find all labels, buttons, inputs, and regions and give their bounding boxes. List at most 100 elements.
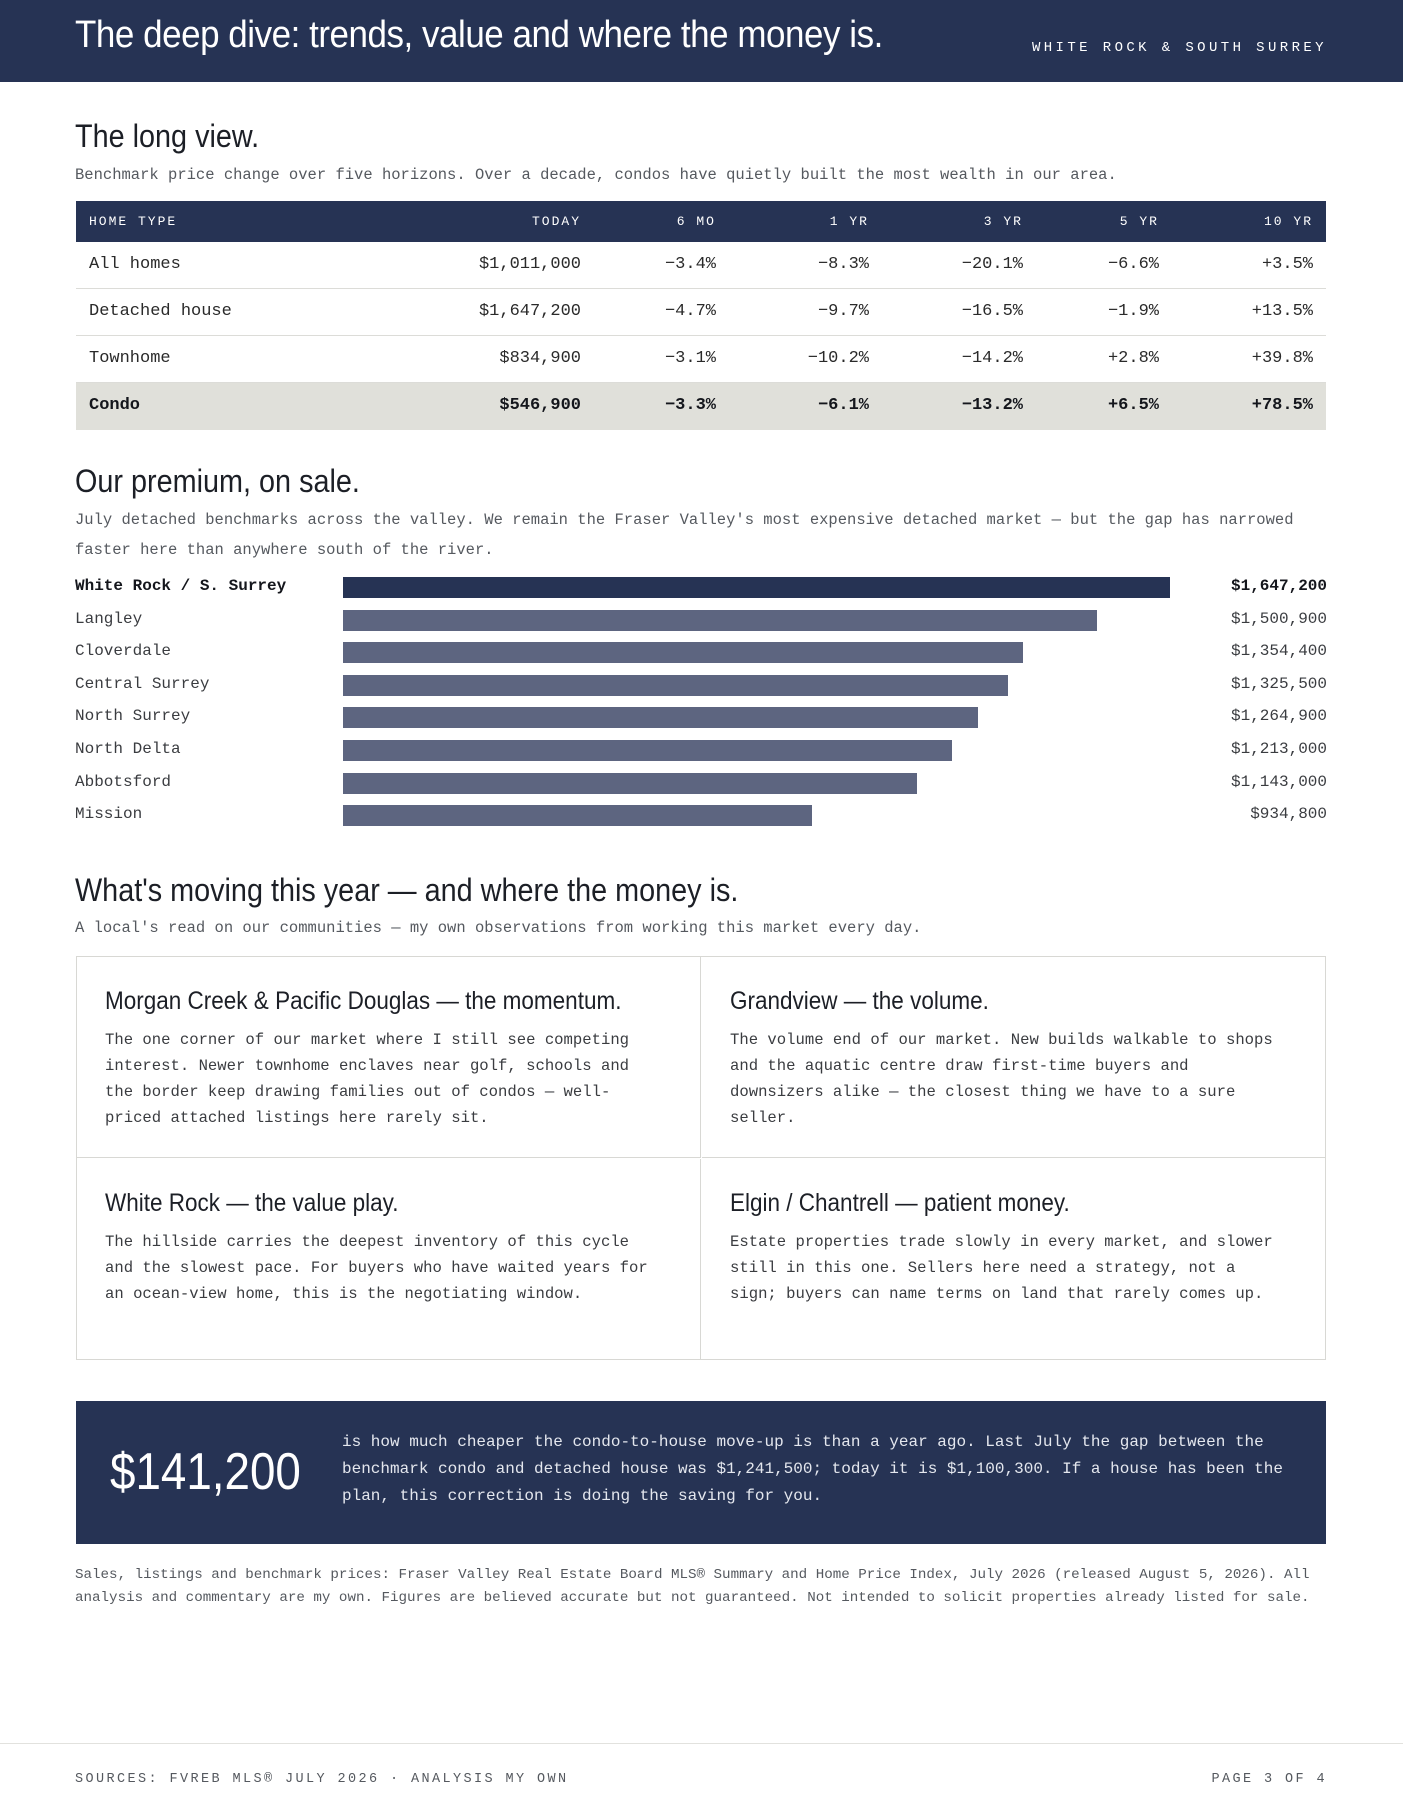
table-header: HOME TYPE TODAY 6 MO 1 YR 3 YR 5 YR 10 Y…: [76, 201, 1326, 242]
bar-value-label: $934,800: [1250, 805, 1327, 824]
bar: [343, 674, 1009, 696]
moving-heading: What's moving this year — and where the …: [75, 872, 739, 908]
bar: [343, 642, 1023, 664]
table-row: Detached house $1,647,200 −4.7% −9.7% −1…: [76, 289, 1326, 336]
table-row: All homes $1,011,000 −3.4% −8.3% −20.1% …: [76, 242, 1326, 289]
bar: [343, 609, 1097, 631]
bar-value-label: $1,143,000: [1230, 772, 1327, 791]
table-cell: $1,011,000: [478, 255, 581, 274]
moving-subtitle: A local's read on our communities — my o…: [75, 919, 922, 937]
table-row: Townhome $834,900 −3.1% −10.2% −14.2% +2…: [76, 336, 1326, 383]
bar-row: Langley $1,500,900: [75, 608, 1327, 631]
footer-sources: SOURCES: FVREB MLS® JULY 2026 · ANALYSIS…: [75, 1772, 569, 1787]
table-cell: −20.1%: [961, 255, 1023, 274]
premium-heading: Our premium, on sale.: [75, 463, 360, 499]
table-cell: −1.9%: [1107, 302, 1159, 321]
card-body: Estate properties trade slowly in every …: [730, 1233, 1273, 1303]
table-cell: −10.2%: [807, 349, 869, 368]
bar: [343, 772, 917, 794]
savings-callout: $141,200 is how much cheaper the condo-t…: [76, 1401, 1326, 1544]
table-cell: −8.3%: [817, 255, 869, 274]
table-cell: +3.5%: [1261, 255, 1313, 274]
bar-value-label: $1,354,400: [1230, 642, 1327, 661]
bar: [343, 707, 979, 729]
bar-value-label: $1,213,000: [1230, 740, 1327, 758]
bar-value-label: $1,325,500: [1230, 674, 1327, 693]
column-header: 10 YR: [1263, 214, 1313, 229]
table-cell: −6.6%: [1107, 255, 1159, 274]
table-cell: −6.1%: [817, 396, 869, 415]
header-band: The deep dive: trends, value and where t…: [0, 0, 1403, 82]
long-view-subtitle: Benchmark price change over five horizon…: [75, 166, 1117, 184]
bar-row: White Rock / S. Surrey $1,647,200: [75, 575, 1327, 598]
bar-value-label: $1,264,900: [1230, 707, 1327, 726]
column-header: TODAY: [531, 214, 581, 229]
bar: [343, 577, 1170, 598]
table-cell: −3.3%: [664, 396, 716, 415]
long-view-heading: The long view.: [75, 118, 260, 154]
footer-divider: [0, 1743, 1403, 1744]
bar-category-label: Central Surrey: [75, 674, 210, 693]
bar-category-label: North Surrey: [75, 707, 191, 726]
table-cell: +2.8%: [1107, 349, 1159, 368]
bar-category-label: Cloverdale: [75, 642, 172, 661]
page-number: PAGE 3 OF 4: [1211, 1772, 1327, 1787]
column-header: 1 YR: [829, 214, 869, 229]
card-title: Elgin / Chantrell — patient money.: [730, 1189, 1070, 1217]
community-card: Morgan Creek & Pacific Douglas — the mom…: [77, 957, 701, 1158]
table-cell: −9.7%: [817, 302, 869, 321]
card-title: Morgan Creek & Pacific Douglas — the mom…: [105, 987, 622, 1015]
callout-text: is how much cheaper the condo-to-house m…: [342, 1433, 1283, 1505]
bar: [343, 805, 813, 827]
table-cell: −14.2%: [961, 349, 1023, 368]
table-cell: −13.2%: [961, 396, 1023, 415]
community-cards: Morgan Creek & Pacific Douglas — the mom…: [76, 956, 1326, 1360]
table-cell: −3.4%: [664, 255, 716, 274]
table-row-highlighted: Condo $546,900 −3.3% −6.1% −13.2% +6.5% …: [76, 383, 1326, 430]
bar-row: Cloverdale $1,354,400: [75, 640, 1327, 664]
bar-value-label: $1,500,900: [1230, 609, 1327, 628]
bar-category-label: North Delta: [75, 740, 181, 758]
column-header: 3 YR: [983, 214, 1023, 229]
benchmark-table: HOME TYPE TODAY 6 MO 1 YR 3 YR 5 YR 10 Y…: [76, 201, 1326, 430]
bar-row: North Delta $1,213,000: [75, 738, 1327, 761]
community-card: Grandview — the volume. The volume end o…: [702, 957, 1326, 1158]
detached-benchmark-bar-chart: White Rock / S. Surrey $1,647,200 Langley $…: [75, 575, 1327, 835]
bar: [343, 740, 952, 761]
callout-figure: $141,200: [110, 1443, 301, 1501]
table-cell: Condo: [89, 396, 141, 415]
table-cell: −3.1%: [664, 349, 716, 368]
card-title: White Rock — the value play.: [105, 1189, 399, 1217]
table-cell: −16.5%: [961, 302, 1023, 321]
bar-row: Central Surrey $1,325,500: [75, 673, 1327, 696]
premium-subtitle: July detached benchmarks across the vall…: [75, 511, 1294, 559]
community-card: White Rock — the value play. The hillsid…: [77, 1159, 701, 1359]
bar-category-label: White Rock / S. Surrey: [75, 577, 287, 595]
bar-category-label: Langley: [75, 609, 143, 628]
table-cell: $834,900: [499, 349, 581, 368]
region-label: WHITE ROCK & SOUTH SURREY: [1031, 40, 1327, 56]
bar-category-label: Abbotsford: [75, 772, 172, 791]
column-header: 6 MO: [676, 214, 716, 229]
table-cell: +39.8%: [1251, 349, 1313, 368]
bar-category-label: Mission: [75, 805, 143, 824]
table-cell: +13.5%: [1251, 302, 1313, 321]
community-card: Elgin / Chantrell — patient money. Estat…: [702, 1159, 1326, 1359]
source-note: Sales, listings and benchmark prices: Fr…: [75, 1567, 1310, 1606]
bar-value-label: $1,647,200: [1230, 577, 1327, 595]
bar-row: Mission $934,800: [75, 803, 1327, 827]
bar-row: Abbotsford $1,143,000: [75, 771, 1327, 794]
table-cell: All homes: [89, 255, 181, 274]
column-header: HOME TYPE: [89, 214, 178, 229]
bar-row: North Surrey $1,264,900: [75, 705, 1327, 729]
page-title: The deep dive: trends, value and where t…: [75, 14, 883, 56]
table-cell: +6.5%: [1107, 396, 1159, 415]
table-cell: +78.5%: [1251, 396, 1313, 415]
card-body: The one corner of our market where I sti…: [105, 1031, 630, 1127]
card-body: The hillside carries the deepest invento…: [105, 1233, 648, 1303]
table-cell: −4.7%: [664, 302, 716, 321]
table-cell: $1,647,200: [478, 302, 581, 321]
table-cell: $546,900: [499, 396, 581, 415]
table-cell: Townhome: [89, 349, 171, 368]
table-cell: Detached house: [89, 302, 232, 321]
